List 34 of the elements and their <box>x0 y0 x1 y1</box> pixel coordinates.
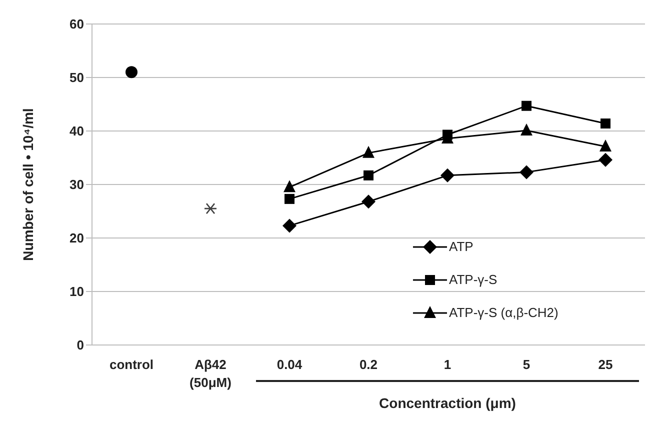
point <box>440 168 454 182</box>
x-tick-label: 5 <box>522 357 530 372</box>
point <box>362 146 374 158</box>
legend-label: ATP-γ-S <box>449 272 498 287</box>
point <box>520 123 532 136</box>
point <box>600 118 610 129</box>
y-axis-title: Number of cell • 10⁴/ml <box>20 108 36 261</box>
y-tick-label: 50 <box>70 70 84 86</box>
point <box>204 202 218 214</box>
point <box>600 140 612 152</box>
y-tick-label: 40 <box>70 124 84 139</box>
x-tick-label: 25 <box>598 357 613 372</box>
x-tick-label: 1 <box>444 357 452 372</box>
y-tick-label: 60 <box>70 16 84 32</box>
point <box>362 194 376 209</box>
x-tick-label: 0.2 <box>359 357 378 372</box>
point <box>520 165 534 180</box>
x-tick-label: control <box>109 357 154 372</box>
point <box>284 194 294 204</box>
point <box>598 152 612 167</box>
y-tick-label: 20 <box>70 230 84 246</box>
y-tick-label: 30 <box>70 177 84 192</box>
legend-label: ATP-γ-S (α,β-CH2) <box>449 305 558 320</box>
point <box>522 100 532 111</box>
x-tick-label: 0.04 <box>276 357 303 372</box>
x-axis-title: Concentraction (μm) <box>379 395 516 411</box>
point <box>364 170 374 180</box>
x-tick-label: Aβ42 (50μM) <box>190 357 232 390</box>
point <box>284 180 296 192</box>
point <box>126 66 138 78</box>
legend-label: ATP <box>449 239 474 254</box>
y-tick-label: 10 <box>70 284 84 300</box>
y-tick-label: 0 <box>76 338 84 353</box>
point <box>282 218 296 233</box>
